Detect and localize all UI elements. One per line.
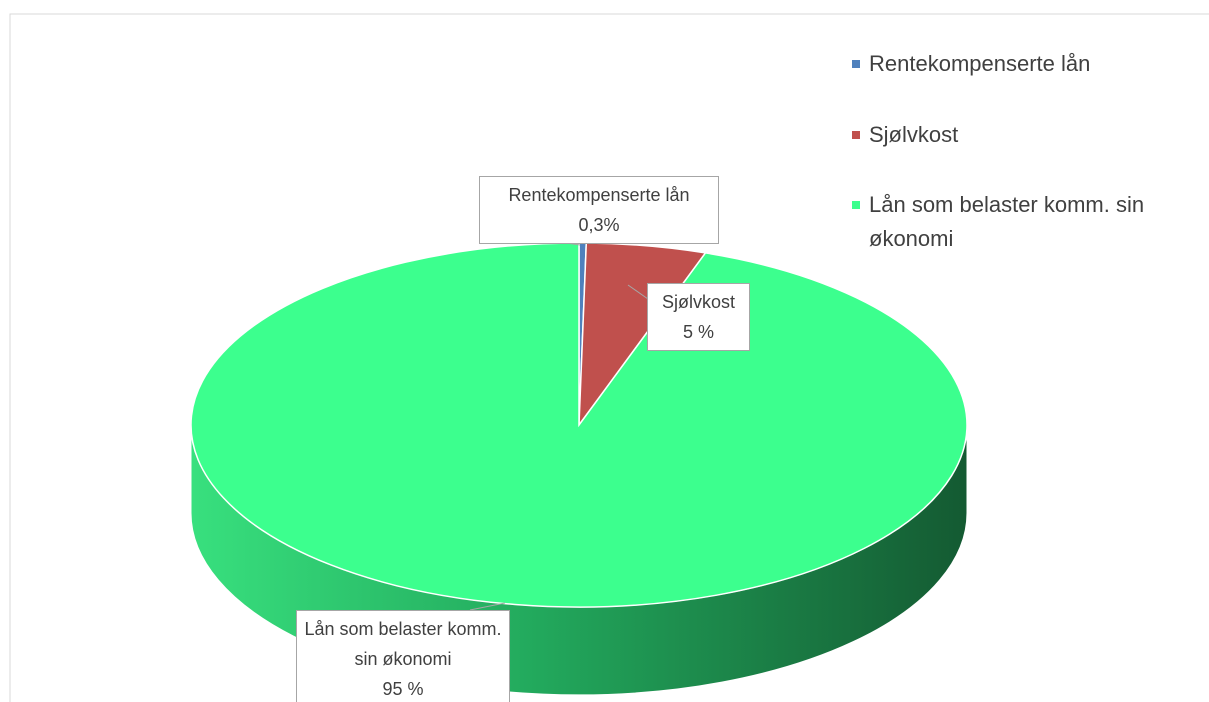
data-label: Rentekompenserte lån 0,3% [479, 176, 719, 244]
data-label-value: 0,3% [578, 215, 620, 235]
legend-swatch [852, 201, 860, 209]
legend-label: Lån som belaster komm. sin økonomi [869, 192, 1145, 251]
data-label-value: 5 % [682, 322, 715, 342]
leader-line [469, 602, 506, 611]
legend-label: Rentekompenserte lån [869, 51, 1091, 76]
data-label-name: Rentekompenserte lån [508, 185, 690, 205]
data-label-value: 95 % [382, 679, 424, 699]
legend-label: Sjølvkost [869, 122, 959, 147]
data-label: Sjølvkost 5 % [647, 283, 750, 351]
legend-swatch [852, 131, 860, 139]
data-label-name: Sjølvkost [661, 292, 735, 312]
pie-slice [190, 242, 968, 608]
leader-line [627, 284, 649, 300]
data-label: Lån som belaster komm. sin økonomi 95 % [296, 610, 510, 702]
chart-frame [9, 13, 1209, 702]
legend-swatch [852, 60, 860, 68]
data-label-name: Lån som belaster komm. sin økonomi [304, 619, 502, 669]
